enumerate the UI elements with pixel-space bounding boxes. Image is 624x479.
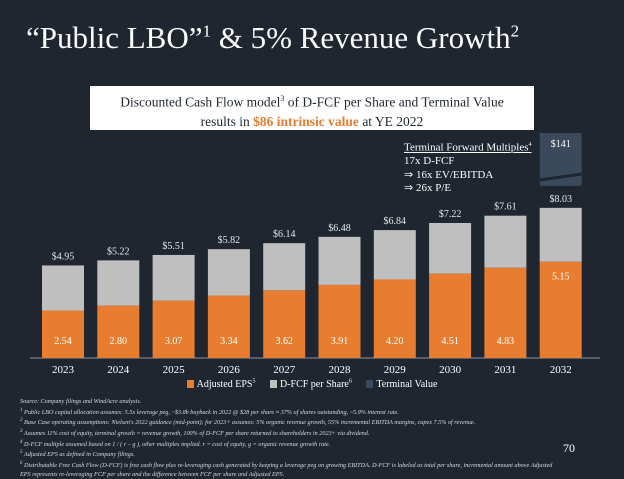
bar-adjusted-eps (373, 279, 416, 358)
eps-data-label: 3.91 (331, 336, 349, 347)
total-data-label: $5.82 (218, 235, 241, 246)
bar-adjusted-eps (97, 305, 140, 358)
subtitle-box: Discounted Cash Flow model3 of D-FCF per… (90, 86, 534, 130)
x-tick-label: 2024 (107, 364, 130, 376)
bar-adjusted-eps (207, 295, 250, 358)
legend-item-dfcf: D-FCF per Share6 (269, 379, 352, 390)
bar-dfcf-per-share (207, 249, 250, 296)
eps-data-label: 4.51 (441, 336, 459, 347)
eps-data-label: 3.07 (165, 336, 183, 347)
chart-legend: Adjusted EPS5 D-FCF per Share6 Terminal … (0, 379, 624, 390)
bar-dfcf-per-share (152, 254, 195, 301)
total-data-label: $5.51 (162, 241, 185, 252)
bar-adjusted-eps (263, 290, 306, 358)
bar-dfcf-per-share (539, 207, 582, 262)
footnote: 2 Base Case operating assumptions: Niels… (20, 418, 476, 427)
legend-item-eps: Adjusted EPS5 (186, 379, 255, 390)
axis-break-mark (539, 172, 582, 182)
x-tick-label: 2028 (329, 364, 352, 376)
footnote: 1 Public LBO capital allocation assumes:… (20, 407, 399, 416)
bar-adjusted-eps (42, 310, 84, 358)
eps-data-label: 3.34 (220, 336, 238, 347)
x-tick-label: 2027 (273, 364, 296, 376)
total-data-label: $7.61 (494, 202, 517, 213)
eps-data-label: 2.54 (54, 336, 72, 347)
x-tick-label: 2026 (218, 364, 241, 376)
total-data-label: $4.95 (52, 251, 75, 262)
bar-adjusted-eps (539, 261, 582, 358)
eps-data-label: 4.83 (497, 336, 515, 347)
bar-dfcf-per-share (373, 230, 416, 280)
page-number: 70 (563, 441, 575, 455)
eps-data-label: 3.62 (275, 336, 293, 347)
eps-data-label: 4.20 (386, 336, 404, 347)
total-data-label: $6.84 (384, 216, 407, 227)
legend-item-terminal: Terminal Value (366, 379, 437, 390)
bar-adjusted-eps (318, 284, 361, 358)
footnote: 4 D-FCF multiple assumed based on 1 / ( … (20, 439, 331, 448)
footnote: 3 Assumes 11% cost of equity, terminal g… (20, 428, 370, 438)
bar-dfcf-per-share (429, 222, 472, 274)
x-tick-label: 2025 (163, 364, 186, 376)
bar-dfcf-per-share (484, 215, 527, 268)
total-data-label: $5.22 (107, 246, 130, 257)
eps-data-label: 5.15 (552, 272, 570, 283)
x-tick-label: 2023 (52, 364, 75, 376)
terminal-multiples-note: Terminal Forward Multiples4 17x D-FCF ⇒ … (404, 141, 532, 195)
bar-adjusted-eps (429, 273, 472, 358)
bar-dfcf-per-share (263, 243, 306, 291)
footnotes: Source: Company filings and WindAcre ana… (20, 396, 560, 479)
bar-dfcf-per-share (97, 260, 140, 306)
total-data-label: $6.48 (328, 223, 351, 234)
total-data-label: $8.03 (549, 194, 572, 205)
x-tick-label: 2032 (550, 364, 572, 376)
eps-data-label: 2.80 (110, 336, 128, 347)
footnote: Source: Company filings and WindAcre ana… (20, 398, 142, 406)
intrinsic-value-highlight: $86 intrinsic value (253, 113, 359, 129)
x-tick-label: 2031 (494, 364, 516, 376)
bar-adjusted-eps (152, 300, 195, 358)
page-title: “Public LBO”1 & 5% Revenue Growth2 (26, 20, 520, 55)
x-tick-label: 2029 (384, 364, 407, 376)
footnote: 6 Distributable Free Cash Flow (D-FCF) i… (20, 460, 553, 478)
bar-dfcf-per-share (318, 236, 361, 285)
terminal-value-label: $141 (551, 139, 571, 150)
total-data-label: $6.14 (273, 229, 296, 240)
bar-dfcf-per-share (42, 265, 84, 311)
total-data-label: $7.22 (439, 209, 462, 220)
bar-adjusted-eps (484, 267, 527, 358)
dcf-bar-chart: 2.54 $4.95 2023 2.80 $5.22 2024 3.07 $5.51 2025 3… (30, 133, 600, 376)
footnote: 5 Adjusted EPS as defined in Company fil… (20, 450, 135, 459)
x-tick-label: 2030 (439, 364, 462, 376)
